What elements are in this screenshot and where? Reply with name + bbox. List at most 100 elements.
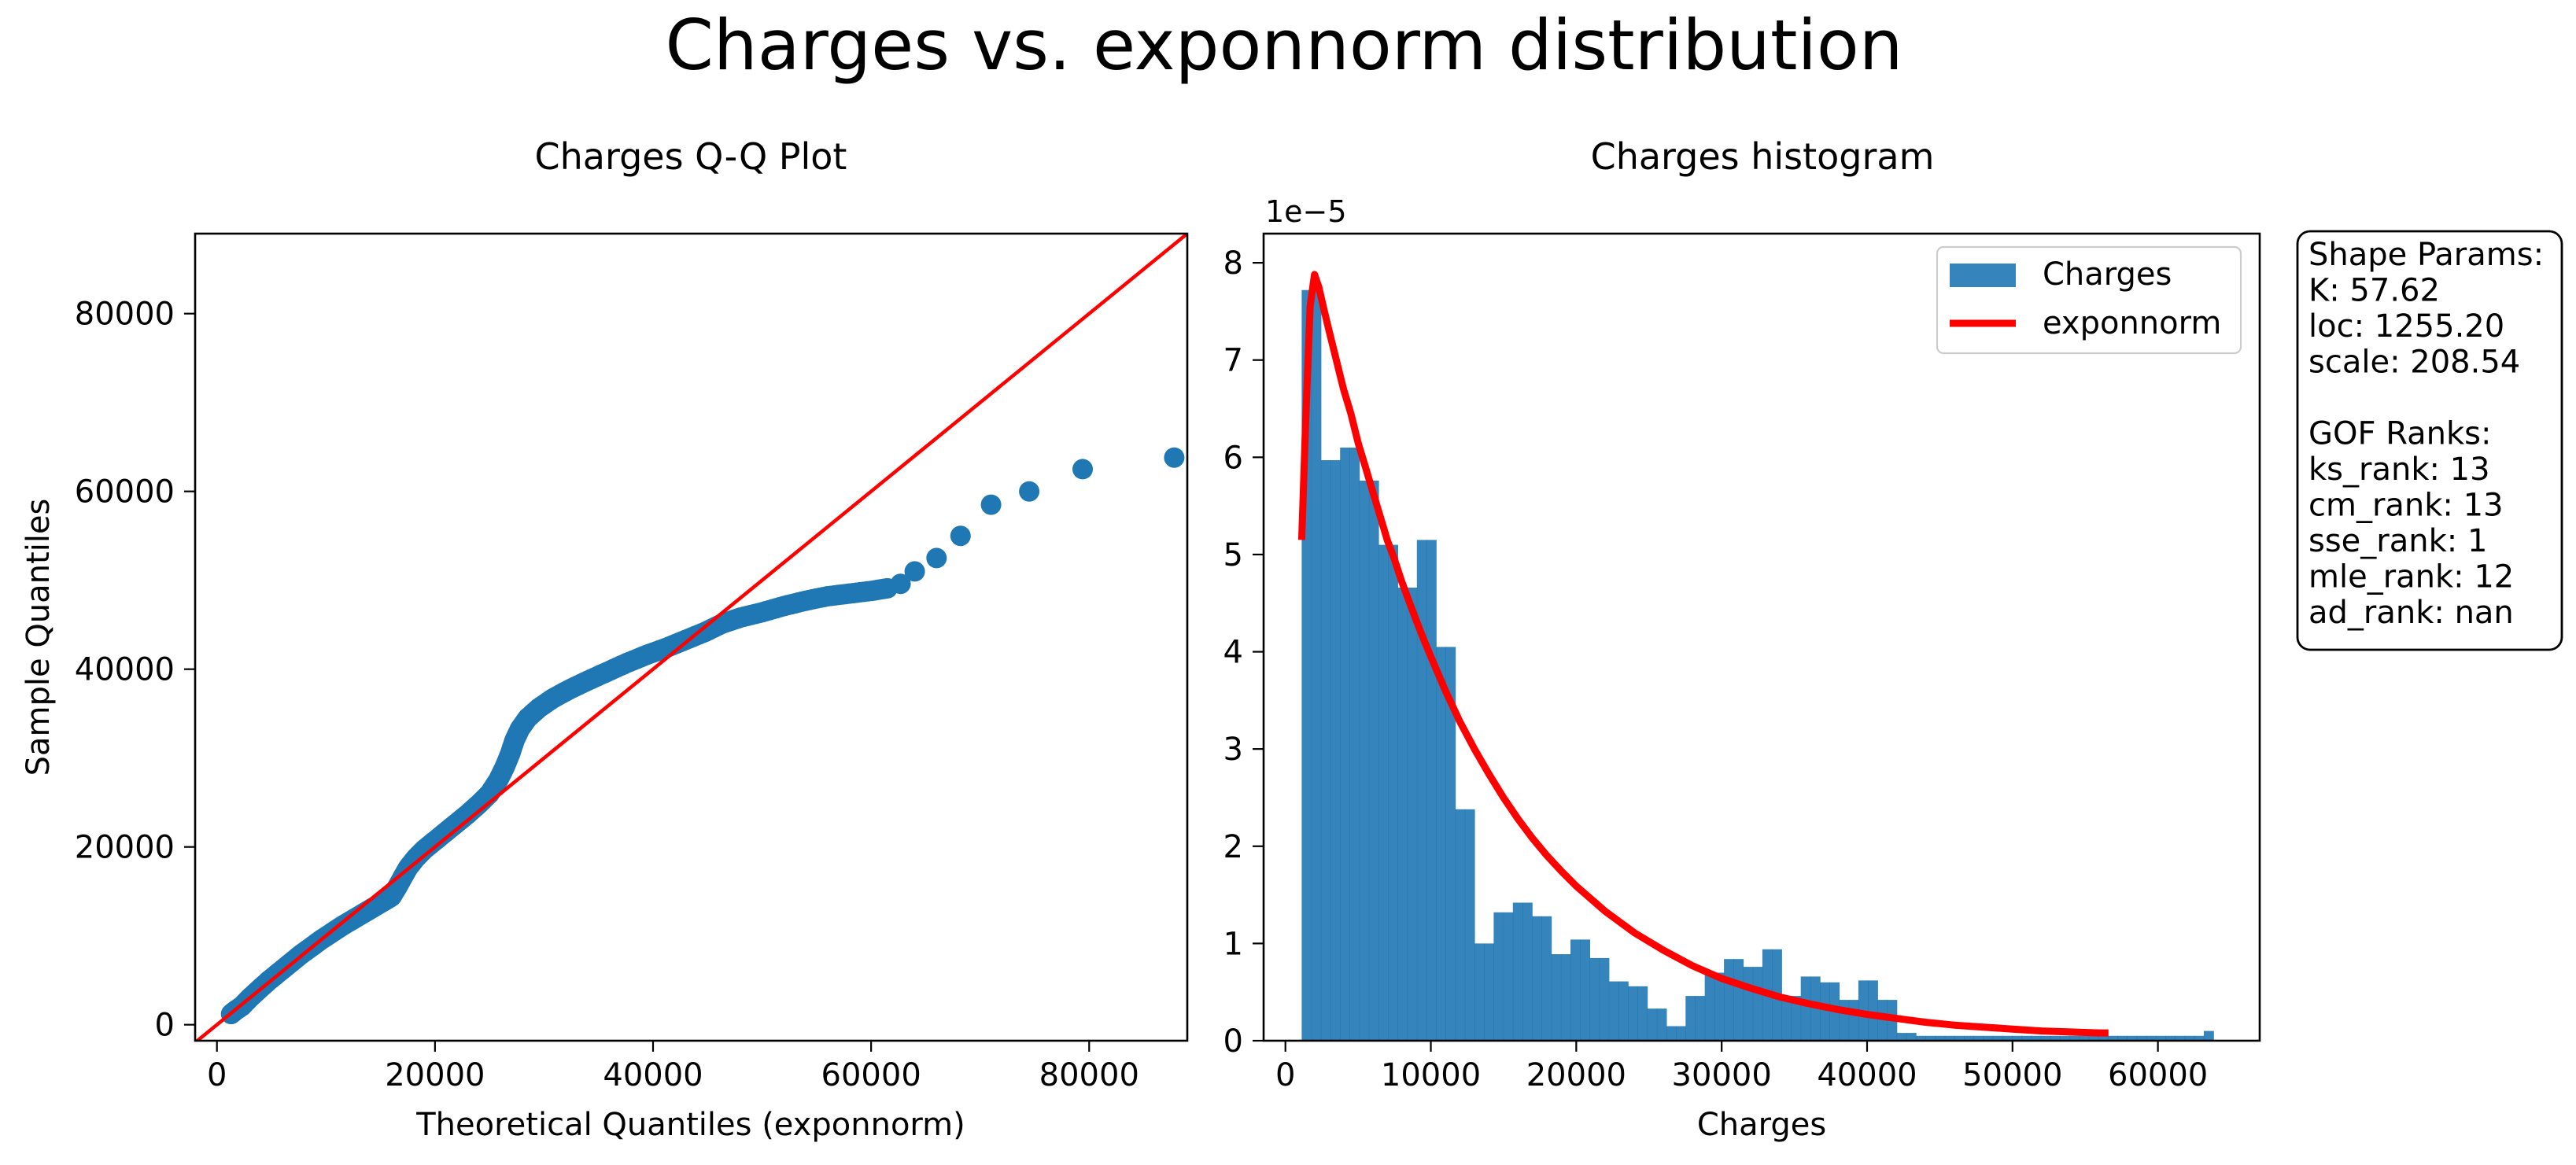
histogram-bar [1599,957,1610,1041]
histogram-bar [1378,544,1389,1041]
qq-y-tick-label: 60000 [75,474,175,511]
histogram-bar [1656,1008,1667,1041]
histogram-axes-frame [1262,232,2261,1042]
histogram-bar [1512,902,1523,1041]
histogram-plot: Charges histogram 1e−5 0 10000 20000 30000 4… [1223,135,2261,1143]
histogram-bar [1484,943,1494,1041]
qq-x-axis-label: Theoretical Quantiles (exponnorm) [415,1107,965,1143]
qq-plot-title: Charges Q-Q Plot [535,135,847,178]
histogram-bar [2050,1035,2061,1041]
histogram-bar [1820,982,1830,1041]
histogram-bar [1743,967,1754,1041]
histogram-bar [2156,1035,2166,1041]
histogram-y-tick-label: 0 [1223,1023,1243,1060]
qq-point [1164,447,1185,468]
histogram-bar [1925,1035,1936,1041]
histogram-bar [1416,540,1427,1041]
histogram-bar [1359,481,1370,1041]
params-line: cm_rank: 13 [2308,488,2504,524]
histogram-bar [1464,809,1475,1041]
histogram-bar [1944,1035,1955,1041]
histogram-bar [2098,1035,2109,1041]
qq-x-tick-label: 0 [207,1057,227,1093]
qq-y-axis: 0 20000 40000 60000 80000 [75,297,195,1044]
histogram-bar [1330,460,1341,1041]
histogram-x-tick-label: 20000 [1526,1057,1626,1093]
params-line: mle_rank: 12 [2308,559,2514,595]
histogram-legend: Charges exponnorm [1936,245,2242,355]
histogram-bar [1628,986,1638,1041]
histogram-y-tick-label: 2 [1223,829,1243,865]
histogram-bar [1676,1026,1686,1041]
qq-point [980,494,1002,515]
histogram-bar [1666,1026,1677,1041]
histogram-bar [1560,954,1571,1041]
histogram-bar [1532,916,1542,1041]
histogram-x-tick-label: 10000 [1381,1057,1481,1093]
histogram-content [1297,271,2214,1041]
qq-point [926,547,947,569]
histogram-bar [2136,1035,2147,1041]
histogram-bar [1493,912,1504,1041]
params-box-frame [2296,230,2563,651]
histogram-bar [1896,1033,1907,1041]
params-line: Shape Params: [2308,237,2544,273]
qq-point [1019,481,1040,502]
qq-point [890,573,911,595]
histogram-bar [1570,939,1581,1041]
histogram-bar [1906,1033,1917,1041]
figure-suptitle: Charges vs. exponnorm distribution [665,5,1902,86]
histogram-bar [1589,957,1600,1041]
params-line: ad_rank: nan [2308,595,2514,631]
histogram-bar [2184,1035,2195,1041]
histogram-bar [2060,1035,2070,1041]
qq-plot-content [195,234,1187,1041]
qq-y-axis-label: Sample Quantiles [20,499,57,776]
qq-x-axis: 0 20000 40000 60000 80000 [207,1041,1139,1093]
histogram-bar [1320,460,1331,1041]
histogram-x-tick-label: 0 [1275,1057,1295,1093]
histogram-bar [1340,448,1350,1041]
histogram-bar [1964,1035,1974,1041]
histogram-offset-label: 1e−5 [1265,194,1347,229]
legend-swatch-charges [1950,264,2016,287]
exponnorm-pdf-line [1297,271,2109,1037]
histogram-bar [2117,1035,2128,1041]
params-line: K: 57.62 [2308,273,2440,309]
qq-plot: Charges Q-Q Plot 0 20000 40000 60000 80000 0… [20,135,1189,1143]
qq-point [1072,459,1093,480]
histogram-bar [1791,996,1802,1041]
histogram-bar [2127,1035,2138,1041]
histogram-bar [1983,1035,1994,1041]
legend-label-charges: Charges [2043,256,2172,293]
params-line: scale: 208.54 [2308,345,2520,381]
histogram-bar [1781,996,1792,1041]
qq-axes-frame [194,232,1189,1042]
histogram-bar [1388,544,1398,1041]
histogram-y-tick-label: 7 [1223,343,1243,379]
histogram-y-axis: 0 1 2 3 4 5 6 7 8 [1223,245,1264,1060]
histogram-bar [1551,954,1562,1041]
histogram-bar [1455,809,1466,1041]
histogram-bar [1752,967,1763,1041]
histogram-bar [2165,1035,2176,1041]
histogram-x-tick-label: 30000 [1672,1057,1772,1093]
params-line: loc: 1255.20 [2308,308,2504,345]
histogram-x-axis: 0 10000 20000 30000 40000 50000 60000 [1275,1041,2208,1093]
histogram-bar [1916,1035,1926,1041]
histogram-bar [1541,916,1552,1041]
histogram-bar [2079,1035,2090,1041]
histogram-y-tick-label: 3 [1223,732,1243,768]
histogram-bar [1407,588,1418,1041]
histogram-bar [2031,1035,2042,1041]
qq-y-tick-label: 20000 [75,830,175,866]
histogram-x-axis-label: Charges [1697,1107,1826,1143]
histogram-title: Charges histogram [1591,135,1935,178]
histogram-bar [2088,1035,2099,1041]
histogram-x-tick-label: 60000 [2108,1057,2208,1093]
params-line: ks_rank: 13 [2308,452,2490,488]
histogram-y-tick-label: 4 [1223,635,1243,671]
qq-x-tick-label: 60000 [821,1057,921,1093]
